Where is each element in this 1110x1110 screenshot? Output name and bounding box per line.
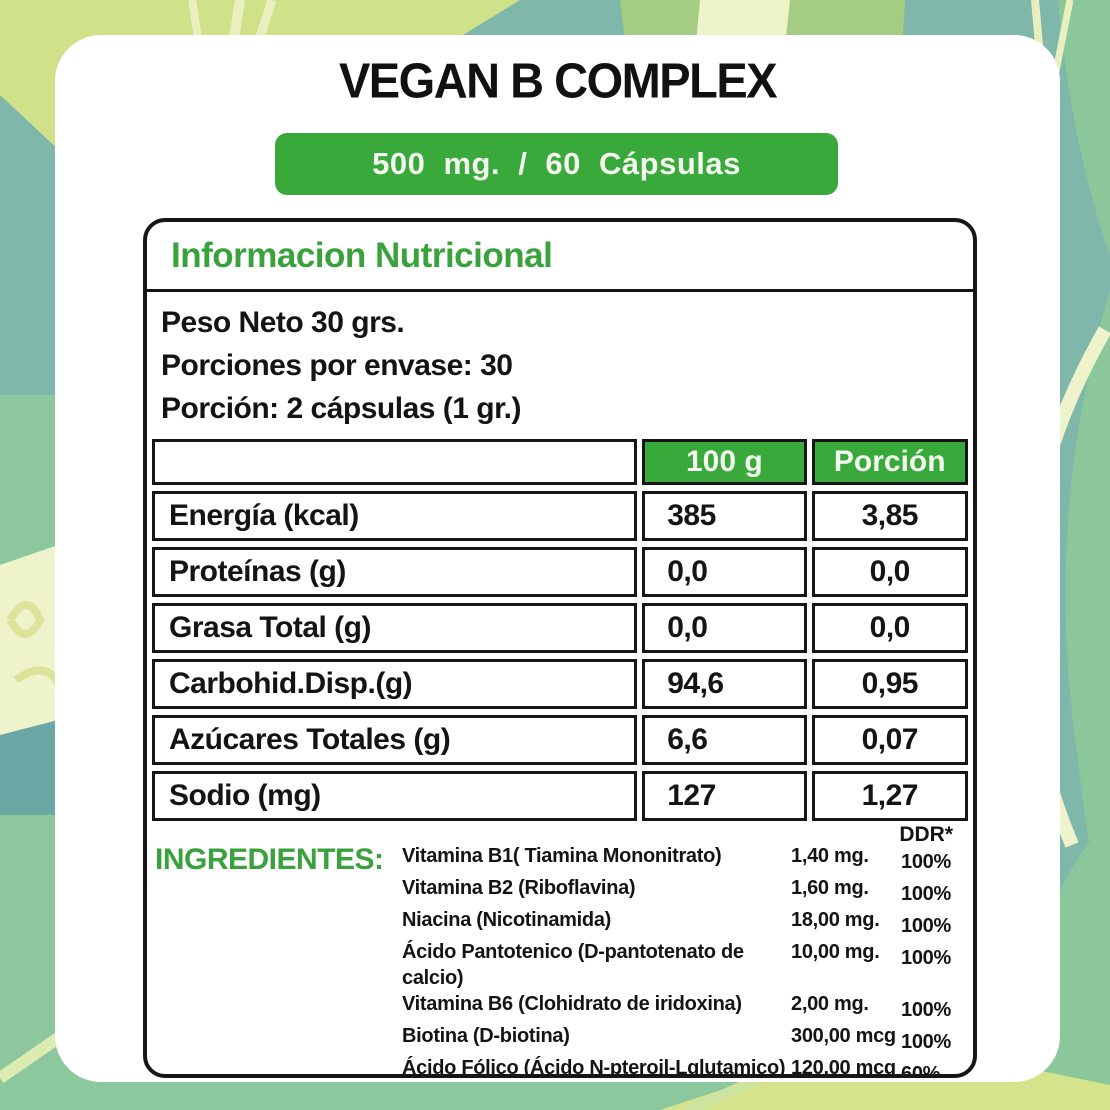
ingredient-name: Vitamina B2 (Riboflavina) <box>402 877 636 899</box>
ingredient-item: Vitamina B2 (Riboflavina) 1,60 mg. 100% <box>402 875 959 907</box>
nutrition-table: 100 g Porción Energía (kcal) 385 3,85 Pr… <box>147 433 973 827</box>
row-per100: 6,6 <box>642 715 807 765</box>
label-card: VEGAN B COMPLEX 500 mg. / 60 Cápsulas In… <box>55 35 1060 1082</box>
ingredient-ddr: 100% <box>901 999 951 1021</box>
ingredient-name: Biotina (D-biotina) <box>402 1025 570 1047</box>
ingredient-amount: 1,60 mg. <box>791 877 869 899</box>
header-100g: 100 g <box>642 439 807 485</box>
nutrition-panel: Informacion Nutricional Peso Neto 30 grs… <box>143 218 977 1078</box>
row-per100: 127 <box>642 771 807 821</box>
nutrition-panel-title: Informacion Nutricional <box>147 222 973 292</box>
ingredient-name: Vitamina B1( Tiamina Mononitrato) <box>402 845 722 867</box>
ingredient-amount: 1,40 mg. <box>791 845 869 867</box>
ingredients-list: Vitamina B1( Tiamina Mononitrato) 1,40 m… <box>402 831 959 1078</box>
ingredient-item: Biotina (D-biotina) 300,00 mcg 100% <box>402 1023 959 1055</box>
ingredient-ddr: 60% <box>901 1063 941 1078</box>
ingredient-ddr: 100% <box>901 947 951 969</box>
servings-per-container: Porciones por envase: 30 <box>161 349 513 382</box>
ingredient-ddr: 100% <box>901 1031 951 1053</box>
row-label: Azúcares Totales (g) <box>152 715 638 765</box>
ingredient-name: Ácido Fólico (Ácido N-pteroil-Lglutamico… <box>402 1057 786 1078</box>
row-label: Carbohid.Disp.(g) <box>152 659 638 709</box>
row-portion: 3,85 <box>811 491 968 541</box>
ingredient-name: Ácido Pantotenico (D-pantotenato de calc… <box>402 941 744 989</box>
row-label: Energía (kcal) <box>152 491 638 541</box>
ingredient-amount: 120,00 mcg <box>791 1057 896 1078</box>
table-row: Grasa Total (g) 0,0 0,0 <box>152 603 968 653</box>
table-row: Energía (kcal) 385 3,85 <box>152 491 968 541</box>
ingredient-item: Ácido Fólico (Ácido N-pteroil-Lglutamico… <box>402 1055 959 1078</box>
row-portion: 0,95 <box>811 659 968 709</box>
row-per100: 385 <box>642 491 807 541</box>
ingredient-amount: 2,00 mg. <box>791 993 869 1015</box>
row-portion: 0,0 <box>811 547 968 597</box>
ingredient-item: Niacina (Nicotinamida) 18,00 mg. 100% <box>402 907 959 939</box>
table-row: Azúcares Totales (g) 6,6 0,07 <box>152 715 968 765</box>
table-row: Proteínas (g) 0,0 0,0 <box>152 547 968 597</box>
serving-info: Peso Neto 30 grs. Porciones por envase: … <box>147 292 973 433</box>
serving-size: Porción: 2 cápsulas (1 gr.) <box>161 392 521 425</box>
table-row: Sodio (mg) 127 1,27 <box>152 771 968 821</box>
ingredient-ddr: 100% <box>901 915 951 937</box>
ingredient-ddr: 100% <box>901 883 951 905</box>
row-per100: 0,0 <box>642 603 807 653</box>
row-per100: 94,6 <box>642 659 807 709</box>
net-weight: Peso Neto 30 grs. <box>161 306 405 339</box>
table-row: Carbohid.Disp.(g) 94,6 0,95 <box>152 659 968 709</box>
ingredient-amount: 300,00 mcg <box>791 1025 896 1047</box>
row-portion: 1,27 <box>811 771 968 821</box>
ddr-column-header: DDR* <box>899 823 953 846</box>
ingredient-amount: 18,00 mg. <box>791 909 880 931</box>
row-portion: 0,07 <box>811 715 968 765</box>
ingredient-ddr: 100% <box>901 851 951 873</box>
ingredient-item: Vitamina B1( Tiamina Mononitrato) 1,40 m… <box>402 843 959 875</box>
ingredient-item: Ácido Pantotenico (D-pantotenato de calc… <box>402 939 959 991</box>
ingredients-heading: INGREDIENTES: <box>155 843 384 876</box>
row-per100: 0,0 <box>642 547 807 597</box>
ingredient-item: Vitamina B6 (Clohidrato de iridoxina) 2,… <box>402 991 959 1023</box>
dose-badge: 500 mg. / 60 Cápsulas <box>275 133 838 195</box>
header-blank-cell <box>152 439 638 485</box>
product-title: VEGAN B COMPLEX <box>338 52 778 109</box>
ingredient-name: Niacina (Nicotinamida) <box>402 909 611 931</box>
dose-badge-text: 500 mg. / 60 Cápsulas <box>372 146 741 181</box>
nutrition-table-header-row: 100 g Porción <box>152 439 968 485</box>
ingredient-name: Vitamina B6 (Clohidrato de iridoxina) <box>402 993 742 1015</box>
row-label: Proteínas (g) <box>152 547 638 597</box>
header-porcion: Porción <box>811 439 968 485</box>
ingredient-amount: 10,00 mg. <box>791 941 880 963</box>
row-portion: 0,0 <box>811 603 968 653</box>
row-label: Grasa Total (g) <box>152 603 638 653</box>
ingredients-section: DDR* INGREDIENTES: Vitamina B1( Tiamina … <box>147 823 973 1078</box>
row-label: Sodio (mg) <box>152 771 638 821</box>
